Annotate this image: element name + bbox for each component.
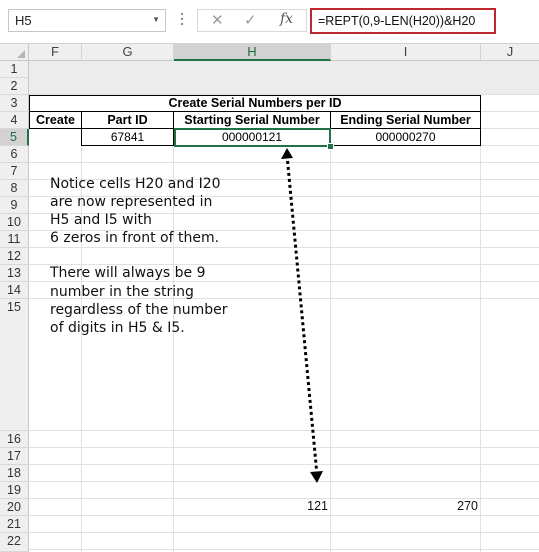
row-header[interactable]: 11 xyxy=(0,231,29,248)
select-all-button[interactable] xyxy=(0,44,29,61)
drag-handle-icon[interactable] xyxy=(180,13,184,27)
annotation-line: of digits in H5 & I5. xyxy=(50,319,185,338)
gridline xyxy=(29,515,539,516)
column-header-i[interactable]: I xyxy=(331,44,481,61)
annotation-line: number in the string xyxy=(50,283,194,302)
table-header-starting-serial[interactable]: Starting Serial Number xyxy=(173,112,331,129)
annotation-line: There will always be 9 xyxy=(50,264,206,283)
table-header-part-id[interactable]: Part ID xyxy=(81,112,174,129)
gridline xyxy=(29,532,539,533)
row-header[interactable]: 20 xyxy=(0,499,29,516)
row-header[interactable]: 22 xyxy=(0,533,29,552)
double-arrow-icon xyxy=(270,145,330,490)
row-header[interactable]: 2 xyxy=(0,78,29,95)
formula-input[interactable]: =REPT(0,9-LEN(H20))&H20 xyxy=(310,8,496,34)
annotation-line: 6 zeros in front of them. xyxy=(50,229,219,248)
shaded-rows xyxy=(29,61,539,94)
row-header[interactable]: 7 xyxy=(0,163,29,180)
insert-function-icon[interactable]: fx xyxy=(280,11,293,27)
row-header[interactable]: 19 xyxy=(0,482,29,499)
table-header-ending-serial[interactable]: Ending Serial Number xyxy=(330,112,481,129)
name-box-value: H5 xyxy=(15,13,32,28)
row-header[interactable]: 8 xyxy=(0,180,29,197)
row-header[interactable]: 1 xyxy=(0,61,29,78)
row-header[interactable]: 13 xyxy=(0,265,29,282)
enter-icon[interactable]: ✓ xyxy=(244,11,257,29)
table-cell-part-id[interactable]: 67841 xyxy=(81,129,174,146)
table-title[interactable]: Create Serial Numbers per ID xyxy=(29,95,481,112)
row-header[interactable]: 6 xyxy=(0,146,29,163)
annotation-line: are now represented in xyxy=(50,193,212,212)
cell-h20[interactable]: 121 xyxy=(290,499,328,513)
name-box[interactable]: H5 ▼ xyxy=(8,9,166,32)
row-header[interactable]: 17 xyxy=(0,448,29,465)
table-cell-ending-serial[interactable]: 000000270 xyxy=(330,129,481,146)
annotation-line: regardless of the number xyxy=(50,301,227,320)
gridline xyxy=(29,549,539,550)
column-header-f[interactable]: F xyxy=(29,44,82,61)
row-header[interactable]: 12 xyxy=(0,248,29,265)
annotation-line: Notice cells H20 and I20 xyxy=(50,175,221,194)
row-header[interactable]: 15 xyxy=(0,299,29,431)
row-header[interactable]: 16 xyxy=(0,431,29,448)
cancel-icon[interactable]: ✕ xyxy=(211,11,224,29)
formula-text: =REPT(0,9-LEN(H20))&H20 xyxy=(318,14,475,28)
formula-buttons: ✕ ✓ fx xyxy=(197,9,307,32)
row-header[interactable]: 10 xyxy=(0,214,29,231)
row-header[interactable]: 5 xyxy=(0,129,29,146)
column-header-j[interactable]: J xyxy=(481,44,539,61)
table-cell-create[interactable] xyxy=(29,129,82,146)
annotation-line: H5 and I5 with xyxy=(50,211,152,230)
row-header[interactable]: 3 xyxy=(0,95,29,112)
row-header[interactable]: 21 xyxy=(0,516,29,533)
column-header-h[interactable]: H xyxy=(174,44,331,61)
table-header-create[interactable]: Create xyxy=(29,112,82,129)
column-header-bar: F G H I J xyxy=(0,44,539,61)
cell-i20[interactable]: 270 xyxy=(440,499,478,513)
column-header-g[interactable]: G xyxy=(82,44,174,61)
row-header[interactable]: 18 xyxy=(0,465,29,482)
row-header[interactable]: 4 xyxy=(0,112,29,129)
row-header[interactable]: 9 xyxy=(0,197,29,214)
chevron-down-icon[interactable]: ▼ xyxy=(152,15,160,24)
row-header[interactable]: 14 xyxy=(0,282,29,299)
